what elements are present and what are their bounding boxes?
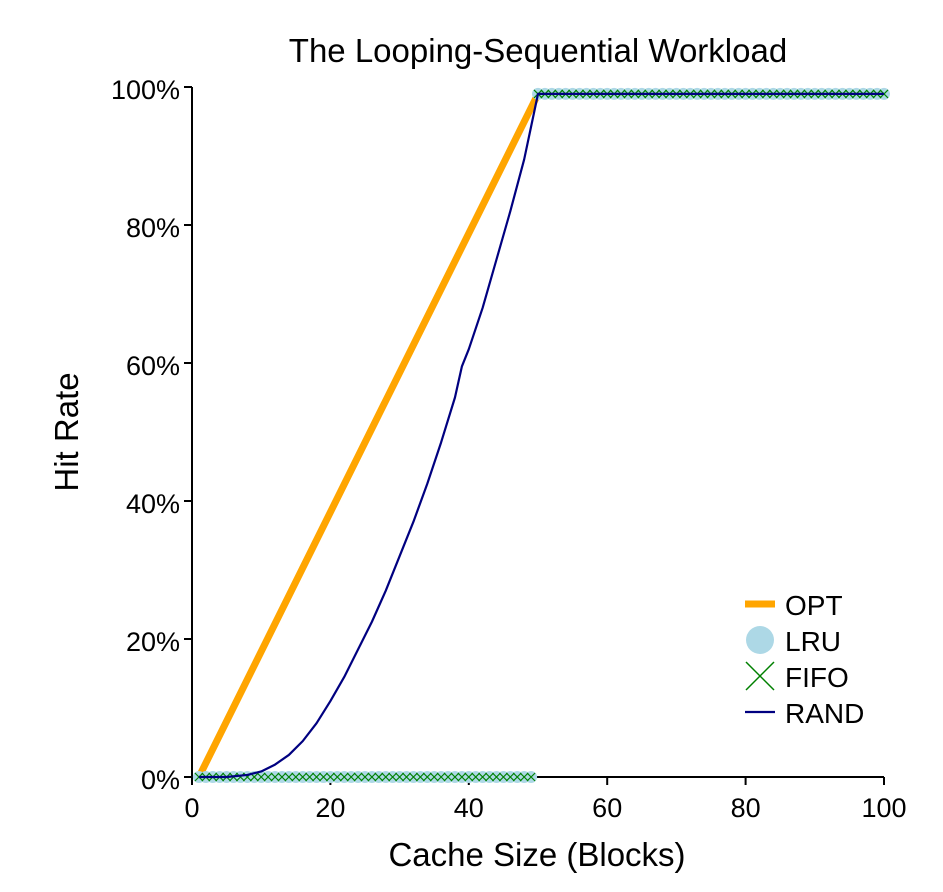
y-ticks: 0% 20% 40% 60% 80% 100% <box>111 75 192 795</box>
series-fifo-point <box>381 772 391 782</box>
series-fifo-point <box>325 772 335 782</box>
y-tick-label: 40% <box>126 489 180 519</box>
legend-label: FIFO <box>785 662 849 693</box>
series-fifo-point <box>374 772 384 782</box>
series-fifo-point <box>298 772 308 782</box>
legend-label: RAND <box>785 698 864 729</box>
series-fifo-point <box>478 772 488 782</box>
legend: OPT LRU FIFO RAND <box>745 590 864 729</box>
y-tick-label: 0% <box>141 765 180 795</box>
series-fifo-point <box>339 772 349 782</box>
series-fifo-point <box>284 772 294 782</box>
series-fifo-point <box>464 772 474 782</box>
series-fifo-point <box>429 772 439 782</box>
y-axis-label: Hit Rate <box>48 372 85 491</box>
series-fifo-point <box>312 772 321 782</box>
series-fifo-point <box>367 772 377 782</box>
series-fifo-point <box>471 772 481 782</box>
legend-label: LRU <box>785 626 841 657</box>
series-fifo-point <box>457 772 467 782</box>
series-fifo-point <box>395 772 405 782</box>
x-tick-label: 60 <box>592 793 622 823</box>
x-axis-label: Cache Size (Blocks) <box>388 836 685 873</box>
legend-label: OPT <box>785 590 843 621</box>
chart-title: The Looping-Sequential Workload <box>289 32 787 69</box>
y-tick-label: 80% <box>126 213 180 243</box>
x-tick-label: 100 <box>861 793 906 823</box>
series-fifo-point <box>291 772 301 782</box>
y-tick-label: 100% <box>111 75 180 105</box>
series-fifo-point <box>270 772 280 782</box>
series-fifo-point <box>409 772 418 782</box>
series-fifo-point <box>492 772 501 782</box>
series-rand-line <box>198 92 884 779</box>
series-fifo-point <box>346 772 356 782</box>
x-tick-label: 40 <box>454 793 484 823</box>
series-fifo-point <box>422 772 432 782</box>
series-fifo-point <box>319 772 328 782</box>
series-fifo-point <box>519 772 529 782</box>
x-tick-label: 0 <box>184 793 199 823</box>
series-fifo-point <box>443 772 453 782</box>
plot-area <box>192 87 890 783</box>
y-tick-label: 60% <box>126 351 180 381</box>
y-tick-label: 20% <box>126 627 180 657</box>
series-fifo-point <box>263 772 273 782</box>
series-opt-line <box>195 90 884 779</box>
series-fifo-point <box>360 772 370 782</box>
legend-swatch-lru <box>746 626 774 654</box>
series-fifo-point <box>388 772 398 782</box>
series-fifo-point <box>505 772 515 782</box>
series-fifo-point <box>415 772 425 782</box>
series-fifo-point <box>436 772 446 782</box>
x-tick-label: 20 <box>315 793 345 823</box>
series-fifo-point <box>402 772 411 782</box>
legend-swatch-fifo <box>745 661 775 691</box>
x-tick-label: 80 <box>731 793 761 823</box>
series-fifo-point <box>353 772 363 782</box>
series-fifo-point <box>305 772 315 782</box>
series-fifo-point <box>485 772 494 782</box>
series-fifo-point <box>256 772 266 782</box>
series-fifo-point <box>450 772 460 782</box>
series-fifo-point <box>332 772 342 782</box>
series-fifo-point <box>498 772 508 782</box>
series-fifo-point <box>277 772 287 782</box>
series-fifo-point <box>526 772 536 782</box>
series-fifo-point <box>512 772 522 782</box>
x-ticks: 0 20 40 60 80 100 <box>184 777 907 823</box>
